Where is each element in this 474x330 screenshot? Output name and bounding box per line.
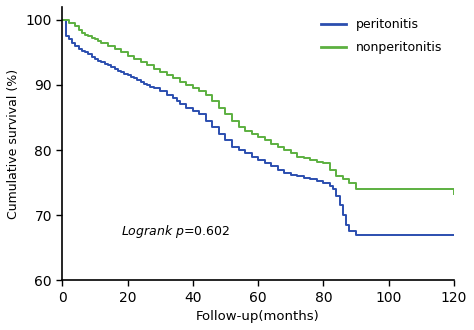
X-axis label: Follow-up(months): Follow-up(months) <box>196 310 320 323</box>
Y-axis label: Cumulative survival (%): Cumulative survival (%) <box>7 68 20 218</box>
Legend: peritonitis, nonperitonitis: peritonitis, nonperitonitis <box>316 13 447 59</box>
Text: $\it{Logrank}$ $\it{p}$=0.602: $\it{Logrank}$ $\it{p}$=0.602 <box>121 222 230 240</box>
